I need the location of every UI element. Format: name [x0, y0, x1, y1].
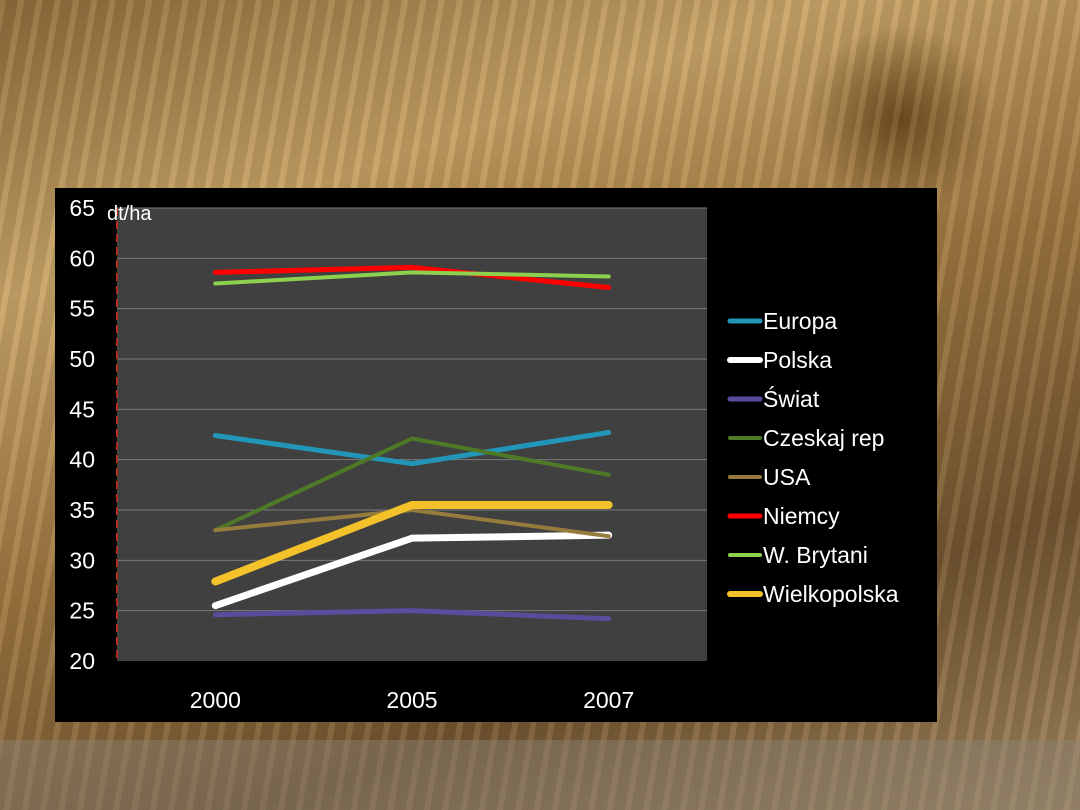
y-tick-label: 40: [69, 447, 95, 473]
series-line-6: [213, 270, 611, 286]
plot-area: [117, 208, 707, 661]
legend-label: Niemcy: [763, 503, 840, 529]
x-tick-label: 2005: [386, 687, 437, 713]
x-tick-label: 2007: [583, 687, 634, 713]
y-tick-label: 45: [69, 396, 95, 422]
y-tick-label: 35: [69, 497, 95, 523]
y-tick-label: 65: [69, 195, 95, 221]
y-tick-label: 20: [69, 648, 95, 674]
legend-label: Czeskaj rep: [763, 425, 884, 451]
legend-label: W. Brytani: [763, 542, 868, 568]
line-chart: 20 25 30 35 40 45 50 55 60 65 dt/ha 2000 2005 2007 Eu…: [69, 195, 899, 713]
legend-label: Europa: [763, 308, 837, 334]
series-line-7: [211, 500, 613, 586]
footer-band: [0, 740, 1080, 810]
x-tick-label: 2000: [190, 687, 241, 713]
series-line-1: [211, 531, 613, 610]
series-line-2: [212, 608, 612, 622]
series-line-5: [212, 264, 612, 291]
legend-label: USA: [763, 464, 811, 490]
yield-chart: 20 25 30 35 40 45 50 55 60 65 dt/ha 2000 2005 2007 Eu…: [55, 188, 937, 722]
legend-label: Wielkopolska: [763, 581, 899, 607]
y-tick-label: 25: [69, 598, 95, 624]
y-tick-label: 50: [69, 346, 95, 372]
y-tick-label: 30: [69, 547, 95, 573]
series-line-0: [212, 429, 612, 467]
series-line-3: [213, 436, 611, 533]
legend-label: Świat: [763, 385, 820, 412]
series-line-4: [213, 508, 611, 539]
legend-label: Polska: [763, 347, 832, 373]
y-tick-label: 55: [69, 296, 95, 322]
y-tick-label: 60: [69, 245, 95, 271]
y-axis-label: dt/ha: [107, 203, 152, 225]
